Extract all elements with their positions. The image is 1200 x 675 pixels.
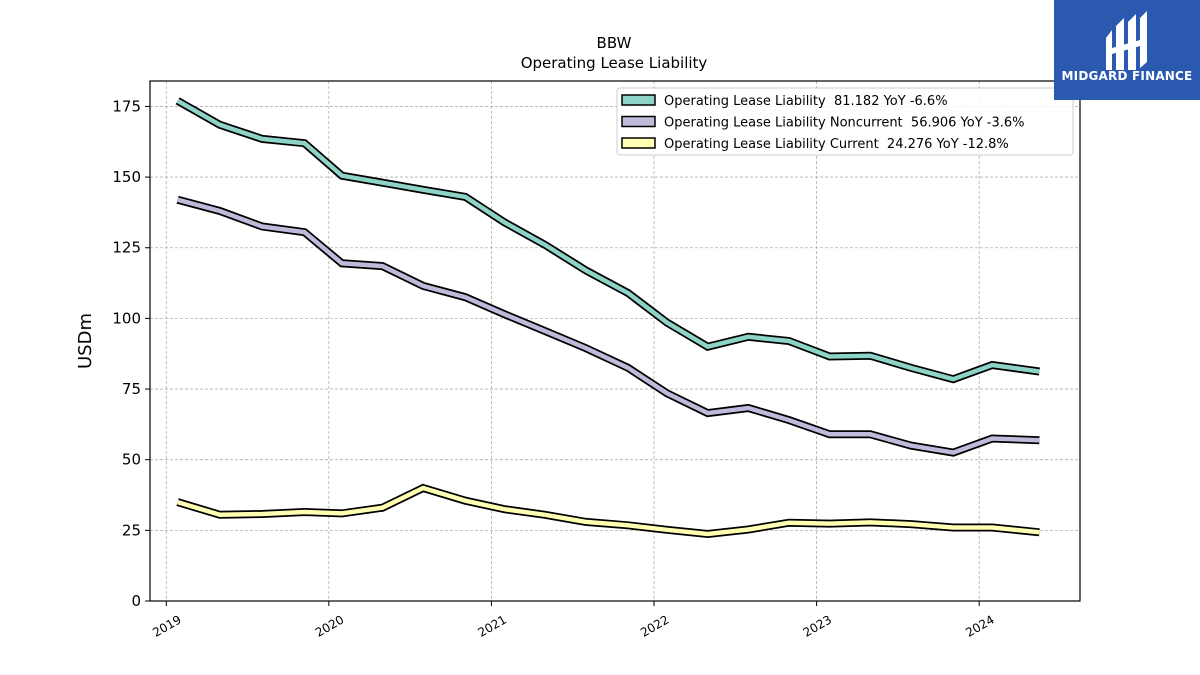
- y-tick-label: 25: [122, 521, 141, 539]
- series-line-1: [176, 195, 1040, 457]
- plot-area-frame: [149, 80, 1081, 602]
- legend-entry-2: Operating Lease Liability Current 24.276…: [621, 137, 1009, 152]
- legend-entry-1: Operating Lease Liability Noncurrent 56.…: [621, 115, 1025, 131]
- legend-label: Operating Lease Liability Noncurrent 56.…: [664, 116, 1025, 131]
- series-core: [176, 485, 1040, 537]
- series-core: [177, 197, 1040, 455]
- axis-ticks: 0 25 50 75 100 125 150 175 2019 2020 2021 2022 2023 2…: [112, 97, 996, 639]
- series-lines: [175, 97, 1040, 539]
- x-tick-label: 2019: [150, 612, 183, 639]
- legend-frame: [616, 87, 1074, 156]
- legend-label: Operating Lease Liability Current 24.276…: [664, 137, 1009, 152]
- logo-mark: [1106, 11, 1147, 70]
- legend-label: Operating Lease Liability 81.182 YoY -6.…: [664, 94, 948, 109]
- series-core: [176, 98, 1040, 382]
- x-tick-label: 2023: [801, 612, 834, 639]
- grid: [150, 81, 1080, 602]
- series-line-0: [175, 97, 1040, 384]
- y-tick-label: 100: [112, 309, 141, 327]
- y-tick-label: 0: [131, 592, 141, 610]
- y-tick-label: 175: [112, 97, 141, 115]
- x-tick-label: 2020: [313, 612, 346, 639]
- x-tick-label: 2021: [475, 612, 508, 639]
- x-tick-label: 2022: [638, 612, 671, 639]
- chart-subtitle: Operating Lease Liability: [521, 54, 708, 72]
- midgard-logo-icon: [1054, 0, 1200, 100]
- legend-entry-0: Operating Lease Liability 81.182 YoY -6.…: [621, 94, 948, 109]
- chart-title: BBW: [597, 34, 632, 52]
- brand-logo: MIDGARD FINANCE: [1054, 0, 1200, 100]
- legend-swatch: [621, 115, 656, 128]
- x-tick-label: 2024: [963, 612, 996, 639]
- series-line-2: [176, 483, 1040, 539]
- legend-swatch: [621, 94, 656, 106]
- legend: Operating Lease Liability 81.182 YoY -6.…: [616, 87, 1074, 156]
- y-tick-label: 150: [112, 168, 141, 186]
- y-tick-label: 75: [122, 380, 141, 398]
- legend-swatch: [621, 137, 656, 149]
- y-axis-label: USDm: [75, 313, 96, 369]
- y-tick-label: 125: [112, 239, 141, 257]
- y-tick-label: 50: [122, 451, 141, 469]
- brand-name: MIDGARD FINANCE: [1061, 69, 1193, 83]
- logo-background: [1054, 0, 1200, 100]
- series-outline: [176, 195, 1040, 457]
